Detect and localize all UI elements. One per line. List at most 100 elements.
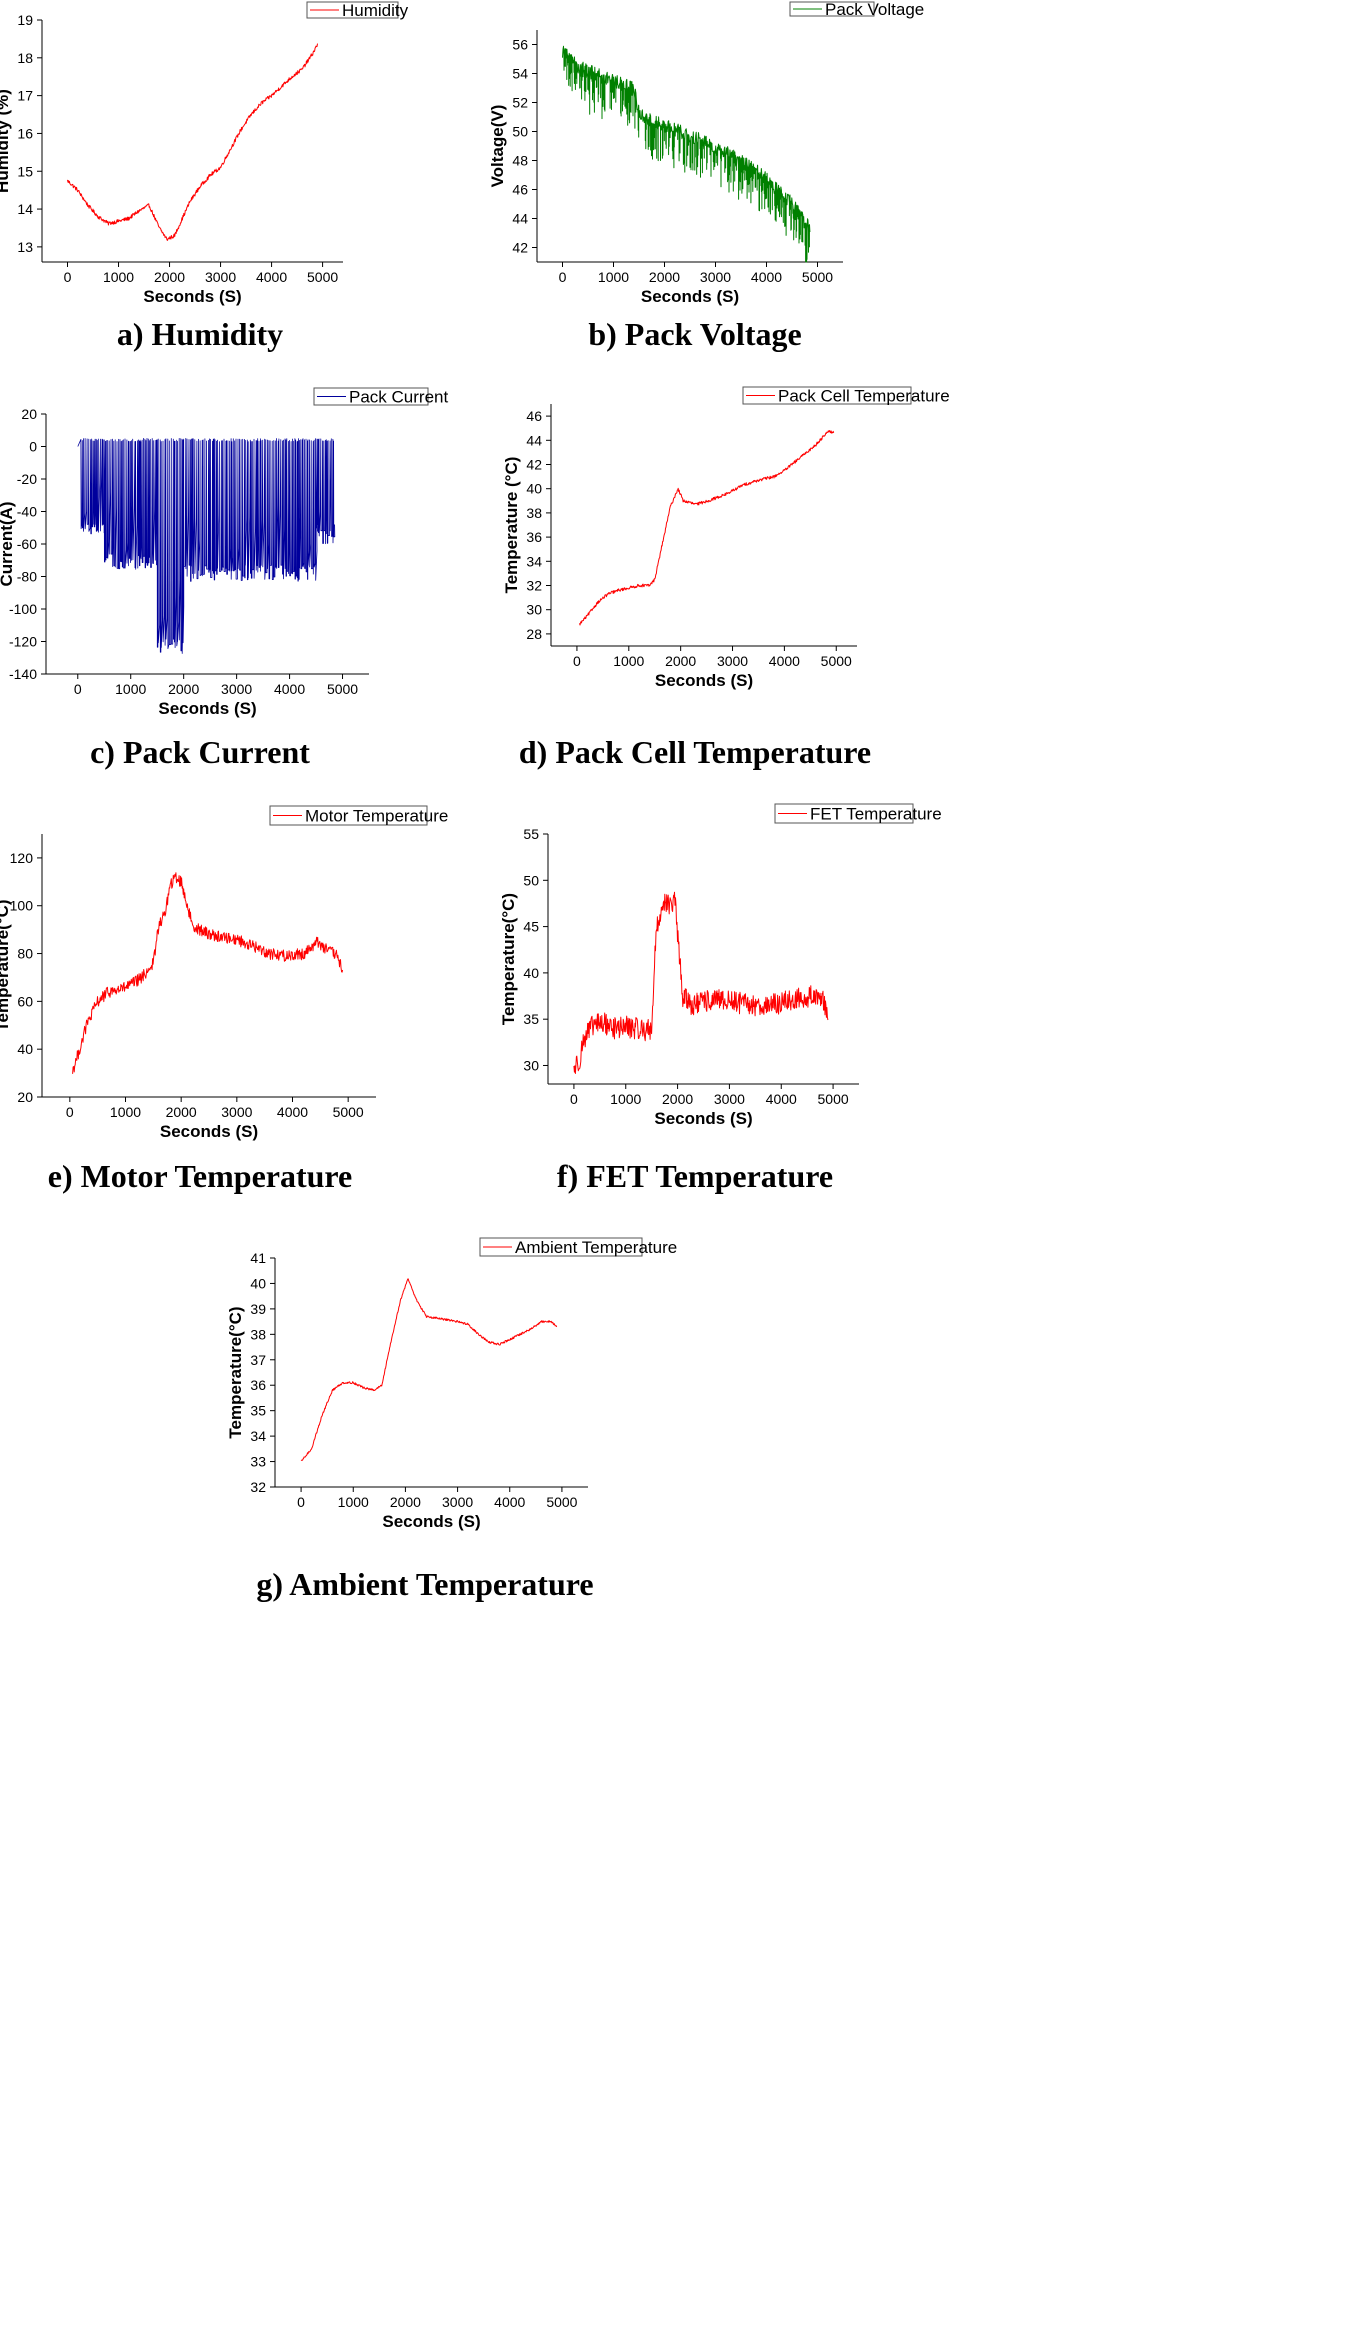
x-tick-label: 0	[559, 269, 567, 285]
x-tick-label: 5000	[333, 1104, 364, 1120]
legend: FET Temperature	[774, 803, 942, 824]
y-tick-label: 48	[512, 153, 528, 169]
y-tick-label: 41	[250, 1250, 266, 1266]
y-tick-label: 56	[512, 37, 528, 53]
y-tick-label: -100	[9, 601, 37, 617]
x-tick-label: 0	[74, 681, 82, 697]
x-tick-label: 3000	[205, 269, 236, 285]
y-tick-label: -20	[17, 471, 37, 487]
legend: Ambient Temperature	[479, 1237, 677, 1257]
chart-fet-temperature: 0 1000 2000 3000 4000 5000 30 35 40 45 50 55 Seconds…	[499, 803, 942, 1128]
y-axis-title: Current(A)	[0, 502, 16, 587]
y-tick-label: 14	[17, 201, 33, 217]
y-tick-label: 46	[526, 408, 542, 424]
x-tick-label: 2000	[154, 269, 185, 285]
y-tick-label: -120	[9, 634, 37, 650]
chart-ambient-temperature: 0 1000 2000 3000 4000 5000 32 33 34 35 36 37 38 39 40 4…	[226, 1237, 677, 1531]
y-tick-label: 40	[17, 1041, 33, 1057]
y-tick-label: 44	[512, 211, 528, 227]
x-tick-label: 5000	[818, 1091, 849, 1107]
legend-box	[789, 1, 875, 17]
y-axis-title: Humidity (%)	[0, 89, 12, 193]
y-tick-label: 100	[10, 898, 34, 914]
caption-pack-current: c) Pack Current	[90, 734, 310, 770]
y-axis-title: Temperature (°C)	[502, 457, 521, 594]
x-axis-title: Seconds (S)	[143, 287, 241, 306]
x-tick-label: 1000	[103, 269, 134, 285]
x-tick-label: 3000	[221, 681, 252, 697]
x-tick-label: 3000	[442, 1494, 473, 1510]
y-tick-label: 28	[526, 626, 542, 642]
series-line	[77, 438, 336, 654]
x-tick-label: 5000	[327, 681, 358, 697]
x-tick-label: 3000	[714, 1091, 745, 1107]
x-tick-label: 2000	[665, 653, 696, 669]
y-tick-label: 38	[250, 1326, 266, 1342]
y-tick-label: -80	[17, 569, 37, 585]
x-tick-label: 2000	[166, 1104, 197, 1120]
y-tick-label: 120	[10, 850, 34, 866]
y-tick-label: 60	[17, 993, 33, 1009]
x-tick-label: 0	[64, 269, 72, 285]
x-tick-label: 0	[297, 1494, 305, 1510]
y-tick-label: 19	[17, 12, 33, 28]
caption-fet-temperature: f) FET Temperature	[556, 1158, 834, 1194]
legend-box	[313, 387, 429, 406]
legend-label: FET Temperature	[810, 805, 942, 824]
legend-box	[774, 803, 914, 824]
y-tick-label: 13	[17, 239, 33, 255]
series-line	[562, 45, 811, 263]
x-tick-label: 2000	[649, 269, 680, 285]
legend-box	[742, 386, 912, 405]
x-tick-label: 0	[570, 1091, 578, 1107]
x-tick-label: 2000	[662, 1091, 693, 1107]
x-tick-label: 1000	[338, 1494, 369, 1510]
y-tick-label: 30	[526, 602, 542, 618]
y-axis-title: Voltage(V)	[488, 105, 507, 188]
legend-label: Pack Current	[349, 388, 448, 407]
y-tick-label: 20	[21, 406, 37, 422]
x-axis-title: Seconds (S)	[160, 1122, 258, 1141]
x-tick-label: 1000	[115, 681, 146, 697]
y-tick-label: 20	[17, 1089, 33, 1105]
legend: Humidity	[306, 1, 409, 20]
y-tick-label: 44	[526, 432, 542, 448]
y-tick-label: 33	[250, 1454, 266, 1470]
legend-label: Motor Temperature	[305, 807, 448, 826]
y-tick-label: 35	[523, 1011, 539, 1027]
y-tick-label: 34	[250, 1428, 266, 1444]
y-tick-label: 46	[512, 182, 528, 198]
legend: Pack Current	[313, 387, 448, 407]
y-tick-label: 40	[523, 965, 539, 981]
y-tick-label: 42	[512, 240, 528, 256]
series-line	[67, 43, 318, 241]
y-tick-label: 32	[526, 578, 542, 594]
y-tick-label: -40	[17, 504, 37, 520]
x-tick-label: 4000	[766, 1091, 797, 1107]
series-line	[573, 891, 829, 1074]
y-tick-label: 40	[526, 481, 542, 497]
x-tick-label: 2000	[168, 681, 199, 697]
chart-pack-cell-temperature: 0 1000 2000 3000 4000 5000 28 30 32 34 36 38 40 42 44 4…	[502, 386, 950, 690]
y-axis-title: Temperature(°C)	[0, 899, 12, 1031]
caption-humidity: a) Humidity	[116, 316, 284, 352]
caption-ambient-temperature: g) Ambient Temperature	[256, 1566, 594, 1602]
y-tick-label: 0	[29, 439, 37, 455]
chart-pack-voltage: 0 1000 2000 3000 4000 5000 42 44 46 48 50 52 54 56 Sec…	[488, 0, 924, 306]
y-tick-label: 17	[17, 88, 33, 104]
x-tick-label: 3000	[221, 1104, 252, 1120]
x-tick-label: 1000	[598, 269, 629, 285]
y-tick-label: 40	[250, 1275, 266, 1291]
legend-box	[479, 1237, 643, 1257]
y-tick-label: 37	[250, 1352, 266, 1368]
series-line	[300, 1278, 558, 1461]
y-tick-label: 35	[250, 1403, 266, 1419]
y-tick-label: -140	[9, 666, 37, 682]
legend: Pack Cell Temperature	[742, 386, 950, 406]
y-tick-label: 42	[526, 457, 542, 473]
y-tick-label: 80	[17, 946, 33, 962]
legend-label: Humidity	[342, 1, 409, 20]
y-axis-title: Temperature(°C)	[499, 893, 518, 1025]
y-tick-label: 54	[512, 66, 528, 82]
x-tick-label: 5000	[802, 269, 833, 285]
